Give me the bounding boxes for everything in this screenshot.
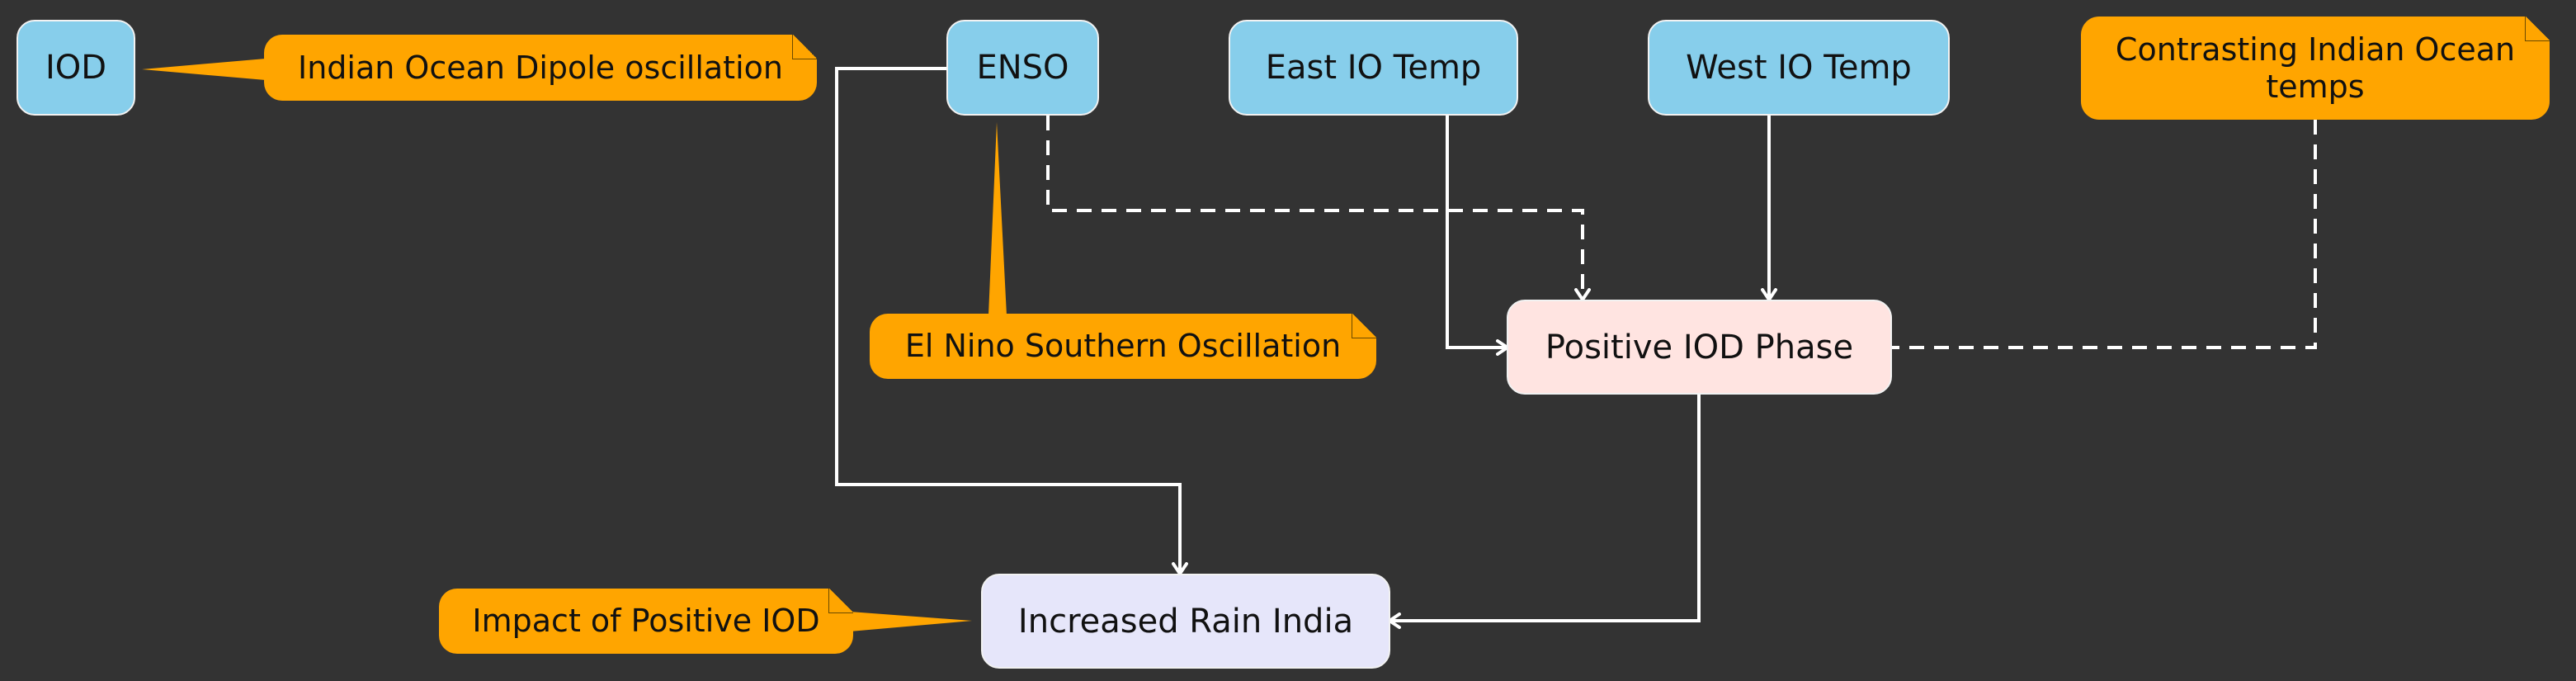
node-enso: ENSO [946, 20, 1099, 116]
node-increased-rain-india: Increased Rain India [981, 574, 1390, 669]
note-enso: El Nino Southern Oscillation [870, 314, 1376, 379]
edge-enso-to-increased-rain [835, 67, 1188, 575]
node-west-io-temp-label: West IO Temp [1686, 49, 1912, 87]
rain-note-pointer [850, 612, 972, 631]
note-iod: Indian Ocean Dipole oscillation [264, 35, 817, 101]
node-positive-iod-phase-label: Positive IOD Phase [1545, 328, 1854, 367]
node-iod: IOD [17, 20, 135, 116]
note-fold-icon [828, 589, 853, 613]
note-rain-impact: Impact of Positive IOD [439, 589, 853, 654]
iod-note-pointer [142, 59, 266, 80]
note-contrasting-temps-text: Contrasting Indian Ocean temps [2115, 31, 2516, 105]
enso-note-pointer [988, 122, 1007, 315]
node-enso-label: ENSO [976, 49, 1069, 87]
node-iod-label: IOD [45, 49, 107, 87]
edge-east-io-to-positive-iod [1446, 116, 1509, 356]
note-enso-text: El Nino Southern Oscillation [904, 328, 1342, 365]
node-east-io-temp-label: East IO Temp [1265, 49, 1482, 87]
note-fold-icon [1352, 314, 1376, 338]
note-fold-icon [792, 35, 817, 59]
node-positive-iod-phase: Positive IOD Phase [1507, 300, 1892, 395]
node-west-io-temp: West IO Temp [1648, 20, 1950, 116]
note-fold-icon [2525, 17, 2550, 41]
edge-positive-iod-to-increased-rain [1388, 395, 1701, 629]
note-rain-impact-text: Impact of Positive IOD [472, 603, 820, 640]
note-iod-text: Indian Ocean Dipole oscillation [298, 49, 783, 86]
edge-enso-to-positive-iod-dashed [1046, 116, 1591, 301]
note-contrasting-temps: Contrasting Indian Ocean temps [2081, 17, 2550, 120]
node-increased-rain-india-label: Increased Rain India [1017, 602, 1354, 641]
link-temps-note-to-positive-iod-dashed [1892, 120, 2317, 349]
node-east-io-temp: East IO Temp [1229, 20, 1518, 116]
